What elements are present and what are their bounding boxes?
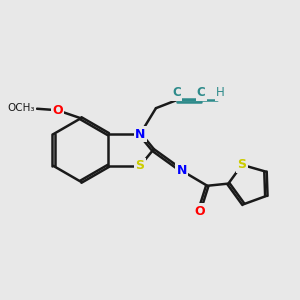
Text: S: S [238,158,247,171]
Text: C: C [172,86,181,99]
Text: O: O [52,104,62,117]
Text: H: H [216,86,225,99]
Text: OCH₃: OCH₃ [7,103,35,113]
Text: O: O [194,205,205,218]
Text: N: N [177,164,187,177]
Text: S: S [136,159,145,172]
Text: N: N [135,128,145,141]
Text: C: C [197,86,206,99]
